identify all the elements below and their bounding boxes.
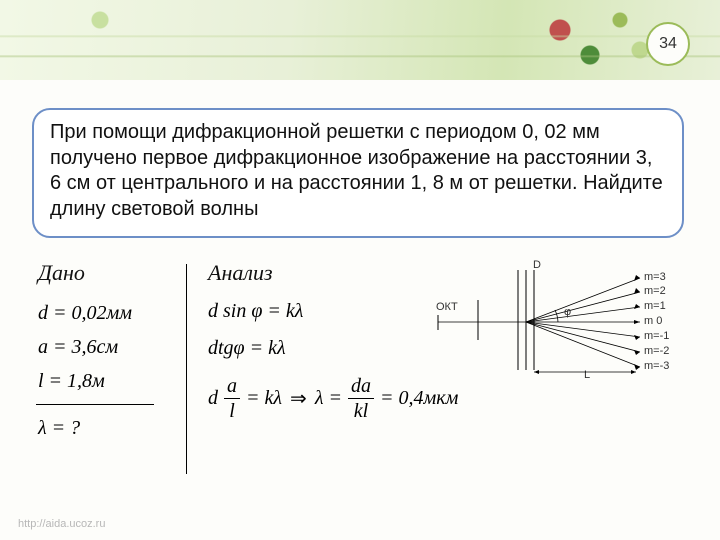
- label-m: m=1: [644, 300, 666, 312]
- frac-num: a: [224, 376, 240, 399]
- formula-3b-lhs: λ =: [315, 387, 342, 410]
- given-line: d = 0,02мм: [38, 296, 178, 330]
- problem-text: При помощи дифракционной решетки с перио…: [50, 121, 663, 220]
- divider: [36, 404, 154, 405]
- frac-den: l: [224, 399, 240, 421]
- formula-3b-frac: da kl: [348, 376, 374, 421]
- given-line: l = 1,8м: [38, 364, 178, 398]
- implies-arrow: ⇒: [290, 386, 307, 411]
- label-L: L: [584, 369, 590, 381]
- page-number-badge: 34: [646, 22, 690, 66]
- frac-num: da: [348, 376, 374, 399]
- label-m: m=2: [644, 285, 666, 297]
- vertical-divider: [186, 264, 187, 474]
- formula-3-rhs: = kλ: [246, 387, 282, 410]
- label-D: D: [533, 260, 541, 271]
- problem-statement-bubble: При помощи дифракционной решетки с перио…: [32, 108, 684, 238]
- formula-3-frac1: a l: [224, 376, 240, 421]
- given-question: λ = ?: [38, 411, 178, 445]
- label-m: m=3: [644, 271, 666, 283]
- formula-3-d: d: [208, 387, 218, 410]
- page-number: 34: [659, 35, 677, 53]
- diffraction-diagram: D L ΟКТ φ m=3 m=2 m=1 m 0 m=-1 m=-2 m=-3: [408, 260, 678, 400]
- label-m: m=-2: [644, 345, 669, 357]
- frac-den: kl: [348, 399, 374, 421]
- label-m: m=-3: [644, 360, 669, 372]
- given-line: a = 3,6см: [38, 330, 178, 364]
- decorative-banner: [0, 0, 720, 80]
- label-phi: φ: [564, 306, 571, 318]
- label-m: m 0: [644, 315, 662, 327]
- label-m: m=-1: [644, 330, 669, 342]
- given-lines: d = 0,02мм a = 3,6см l = 1,8м λ = ?: [38, 296, 178, 445]
- given-title: Дано: [38, 260, 178, 286]
- given-block: Дано d = 0,02мм a = 3,6см l = 1,8м λ = ?: [38, 260, 178, 445]
- label-OKT: ΟКТ: [436, 301, 458, 313]
- footer-link: http://aida.ucoz.ru: [18, 518, 105, 530]
